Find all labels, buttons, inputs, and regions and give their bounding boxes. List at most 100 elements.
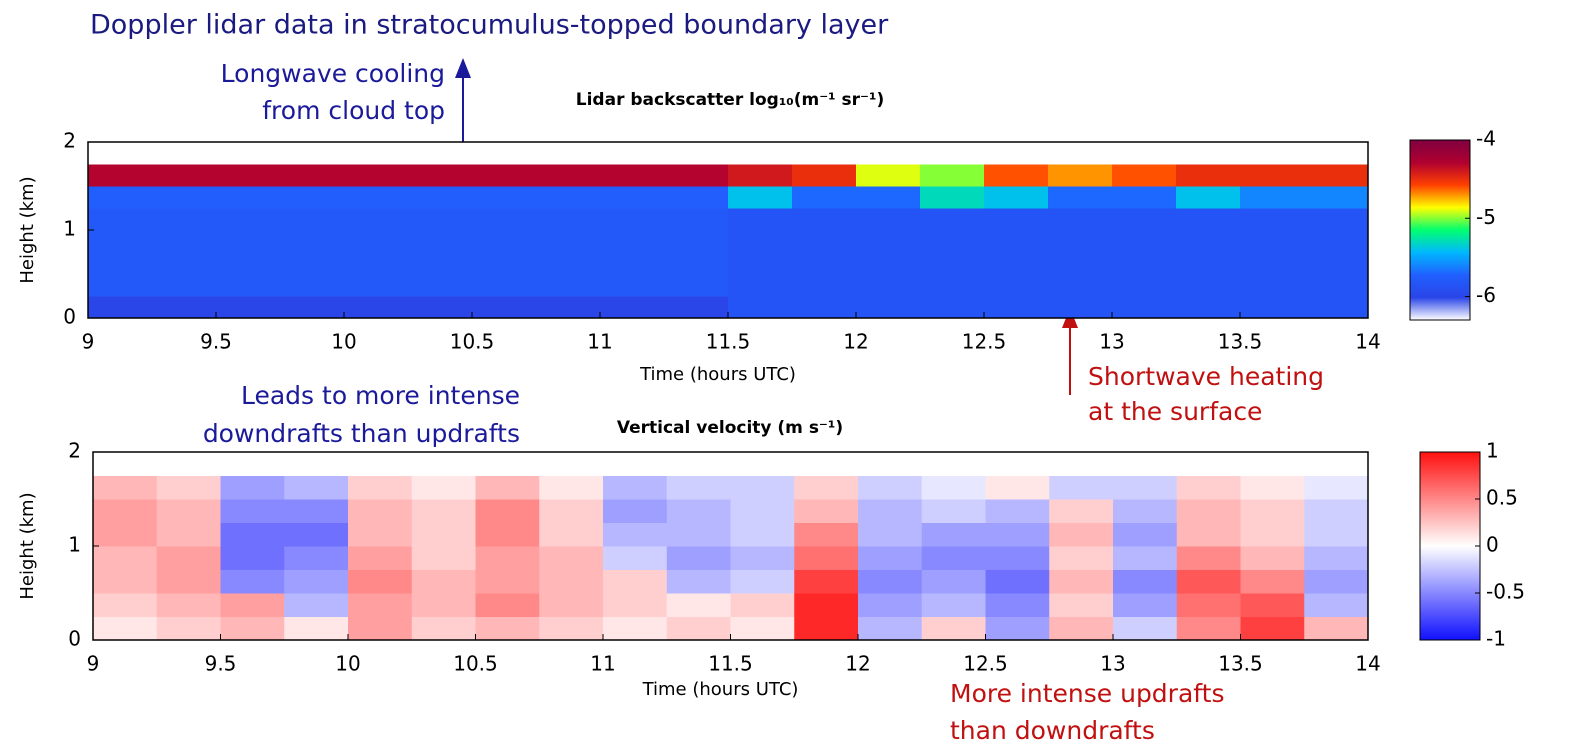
heat-cell [921, 475, 986, 500]
heat-cell [1048, 230, 1113, 253]
heat-cell [984, 274, 1049, 297]
x-tick-label: 13.5 [1218, 330, 1263, 354]
heat-cell [794, 569, 859, 594]
heat-cell [156, 452, 221, 476]
heat-cell [1304, 208, 1369, 231]
heat-cell [1112, 274, 1177, 297]
heat-cell [411, 522, 476, 547]
heat-cell [152, 296, 217, 319]
heat-cell [88, 208, 153, 231]
heat-cell [985, 569, 1050, 594]
heat-cell [1240, 164, 1305, 187]
heat-cell [1240, 546, 1305, 570]
annotation: at the surface [1088, 397, 1262, 426]
y-axis-label: Height (km) [17, 176, 38, 283]
heat-cell [152, 252, 217, 275]
heat-cell [730, 499, 795, 523]
heat-cell [348, 522, 413, 547]
heat-cell [1049, 522, 1114, 547]
heat-cell [539, 546, 604, 570]
heat-cell [536, 274, 601, 297]
heat-cell [856, 142, 921, 165]
heat-cell [792, 274, 857, 297]
heat-cell [348, 499, 413, 523]
heat-cell [1240, 569, 1305, 594]
heat-cell [88, 164, 153, 187]
heat-cell [666, 522, 731, 547]
heat-cell [858, 499, 923, 523]
heat-cell [984, 142, 1049, 165]
heat-cell [408, 274, 473, 297]
heat-cell [344, 164, 409, 187]
heat-cell [472, 142, 537, 165]
x-tick-label: 10.5 [453, 652, 498, 676]
heat-cell [280, 186, 345, 209]
heat-cell [794, 546, 859, 570]
heat-cell [411, 546, 476, 570]
heat-cell [1112, 142, 1177, 165]
x-tick-label: 13 [1099, 330, 1124, 354]
annotation: More intense updrafts [950, 679, 1224, 708]
heat-cell [728, 164, 793, 187]
heat-cell [603, 569, 668, 594]
heat-cell [348, 475, 413, 500]
colorbar-tick-label: 0 [1486, 533, 1499, 557]
heat-cell [539, 475, 604, 500]
heat-cell [408, 296, 473, 319]
x-tick-label: 12 [843, 330, 868, 354]
heat-cell [93, 522, 158, 547]
heat-cell [348, 546, 413, 570]
heat-cell [1240, 274, 1305, 297]
heat-cell [1176, 452, 1241, 476]
heat-cell [216, 208, 281, 231]
heat-cell [1176, 296, 1241, 319]
heat-cell [539, 452, 604, 476]
annotation: Shortwave heating [1088, 362, 1324, 391]
heat-cell [280, 164, 345, 187]
heat-cell [1240, 452, 1305, 476]
heat-cell [220, 546, 285, 570]
heat-cell [1176, 186, 1241, 209]
heat-cell [792, 252, 857, 275]
heat-cell [666, 452, 731, 476]
heat-cell [856, 164, 921, 187]
heat-cell [985, 522, 1050, 547]
colorbar-tick-label: 1 [1486, 439, 1499, 463]
heat-cell [93, 593, 158, 617]
heat-cell [216, 186, 281, 209]
heat-cell [280, 296, 345, 319]
heat-cell [664, 142, 729, 165]
heat-cell [984, 296, 1049, 319]
annotation: downdrafts than updrafts [203, 419, 520, 448]
heat-cell [666, 569, 731, 594]
heat-cell [536, 252, 601, 275]
heat-cell [728, 274, 793, 297]
heat-cell [1176, 142, 1241, 165]
heat-cell [411, 499, 476, 523]
heat-cell [792, 164, 857, 187]
heat-cell [280, 142, 345, 165]
heat-cell [856, 186, 921, 209]
heat-cell [984, 186, 1049, 209]
heat-cell [1113, 569, 1178, 594]
annotation: Leads to more intense [241, 381, 520, 410]
heat-cell [220, 593, 285, 617]
heat-cell [408, 164, 473, 187]
heat-cell [536, 208, 601, 231]
heat-cell [156, 546, 221, 570]
x-tick-label: 14 [1355, 330, 1380, 354]
heat-cell [1304, 499, 1369, 523]
colorbar [1409, 139, 1471, 321]
heat-cell [730, 452, 795, 476]
heat-cell [280, 252, 345, 275]
heat-cell [1048, 142, 1113, 165]
heat-cell [475, 593, 540, 617]
heat-cell [666, 499, 731, 523]
heat-cell [603, 452, 668, 476]
heat-cell [411, 475, 476, 500]
heat-cell [600, 252, 665, 275]
heat-cell [1304, 475, 1369, 500]
heat-cell [794, 593, 859, 617]
heat-cell [794, 499, 859, 523]
heat-cell [794, 616, 859, 641]
